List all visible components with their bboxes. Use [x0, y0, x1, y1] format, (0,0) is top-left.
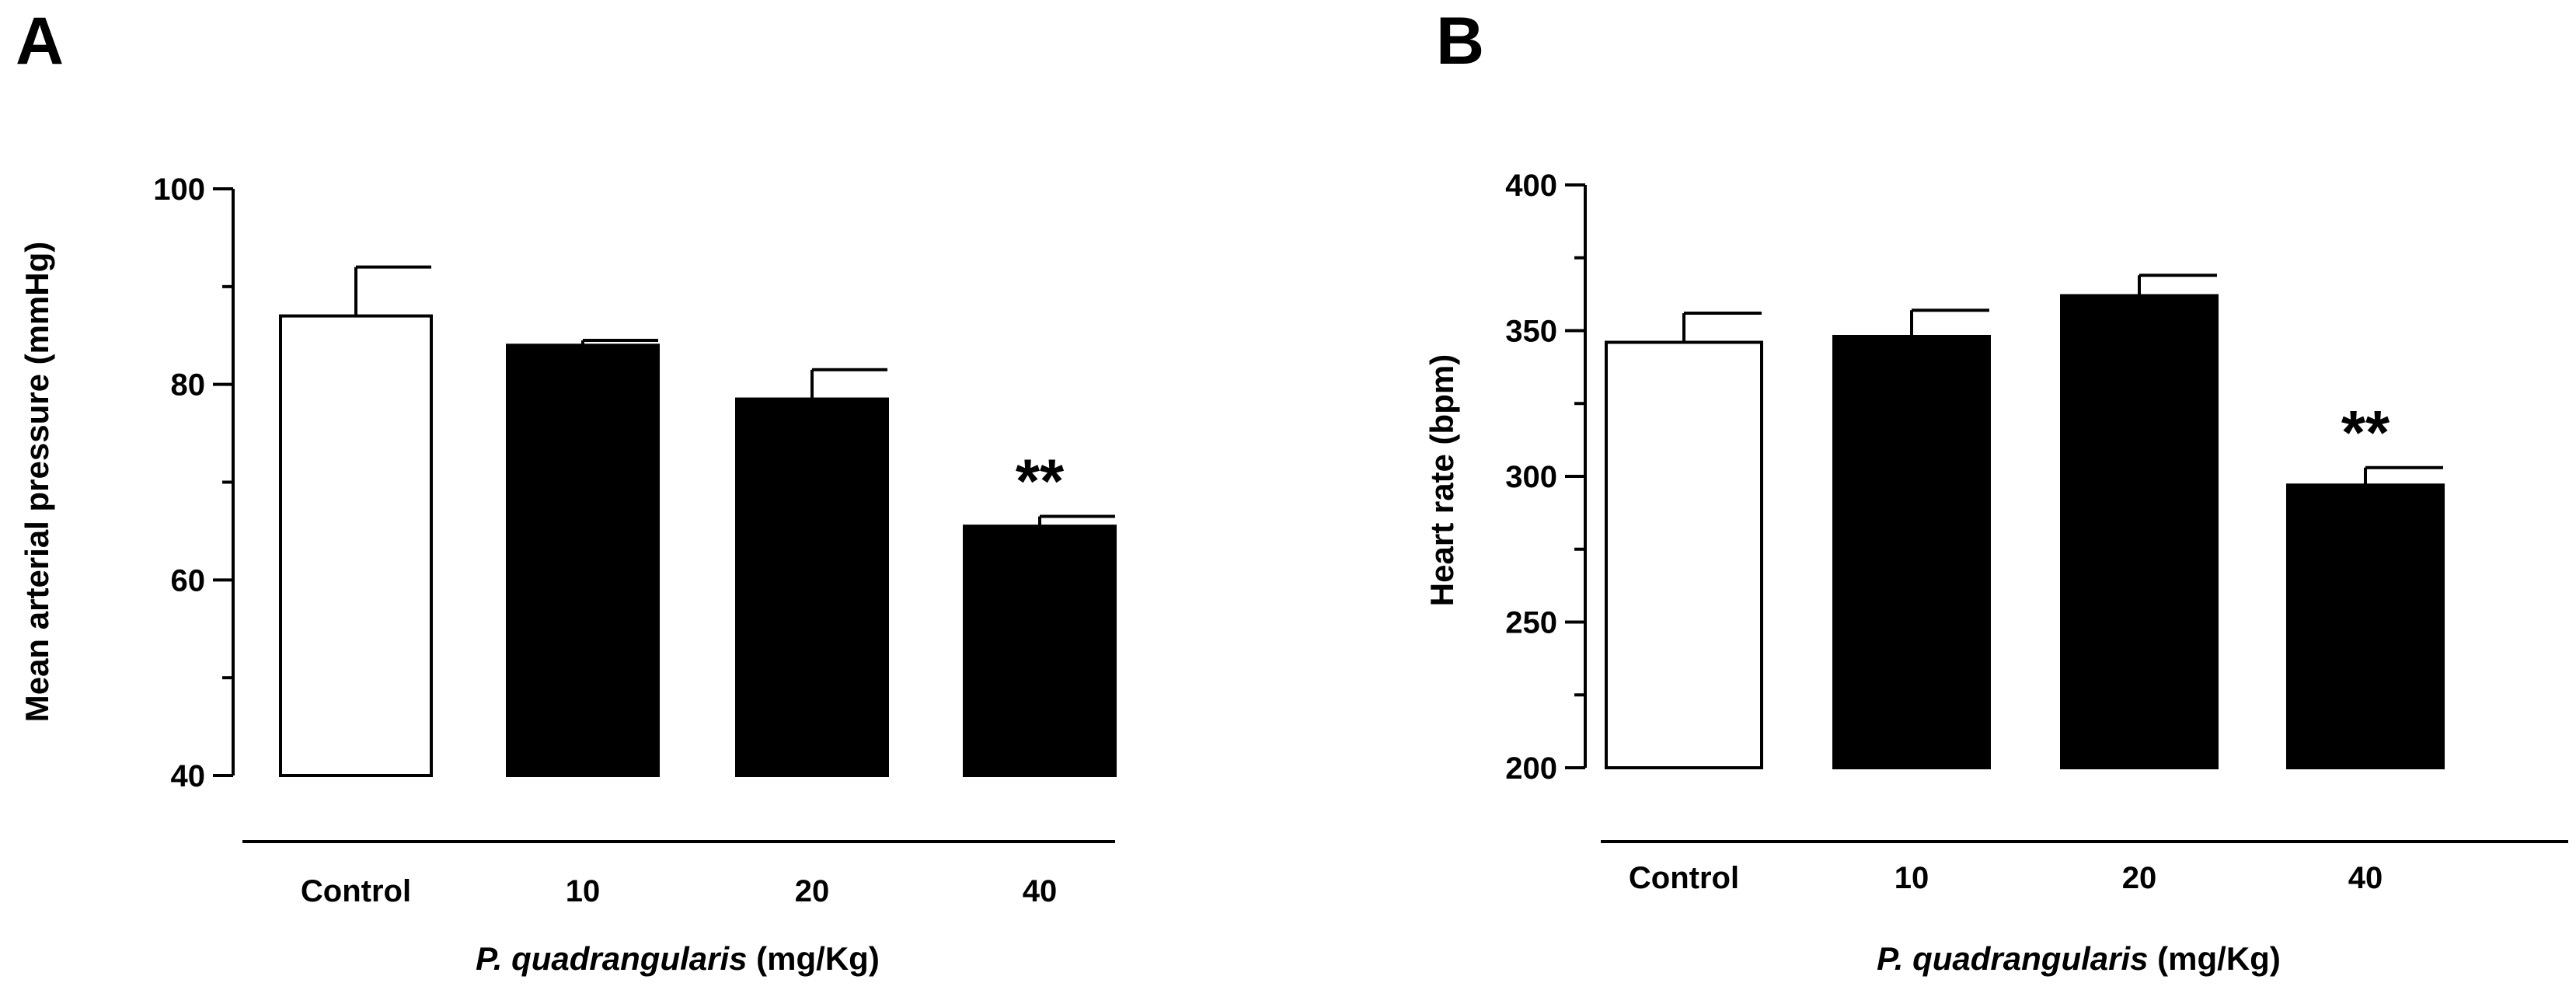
x-axis-title-unit: (mg/Kg): [2149, 940, 2281, 977]
bar-10: [1832, 335, 1991, 769]
bar-40: [2286, 483, 2445, 769]
y-tick-label: 100: [153, 173, 205, 207]
x-category-label: Control: [1629, 861, 1739, 895]
x-category-label: 40: [2348, 861, 2383, 895]
y-tick-label: 200: [1505, 751, 1557, 786]
x-category-label: 10: [1895, 861, 1929, 895]
y-axis-title: Heart rate (bpm): [1424, 354, 1460, 606]
y-tick-label: 60: [171, 563, 206, 598]
significance-label: **: [2341, 398, 2390, 467]
x-axis-title: P. quadrangularis (mg/Kg): [1877, 940, 2281, 977]
x-category-label: 20: [795, 874, 830, 908]
y-tick-label: 400: [1505, 169, 1557, 203]
bar-20: [2060, 294, 2219, 769]
bar-control: [279, 314, 433, 778]
y-tick-label: 300: [1505, 460, 1557, 494]
x-axis-title: P. quadrangularis (mg/Kg): [476, 940, 880, 977]
x-axis-title-species: P. quadrangularis: [476, 940, 747, 977]
significance-label: **: [1016, 447, 1065, 516]
panel-letter: B: [1436, 4, 1484, 78]
x-category-label: Control: [301, 874, 411, 908]
x-axis-title-unit: (mg/Kg): [748, 940, 880, 977]
panel-letter: A: [16, 4, 64, 78]
bar-40: [963, 525, 1117, 777]
x-category-label: 10: [566, 874, 601, 908]
x-category-label: 40: [1023, 874, 1058, 908]
bar-20: [735, 397, 889, 778]
y-tick-label: 80: [171, 368, 206, 403]
y-axis-title: Mean arterial pressure (mmHg): [19, 242, 55, 723]
x-category-label: 20: [2122, 861, 2157, 895]
y-tick-label: 350: [1505, 315, 1557, 349]
bar-control: [1605, 340, 1763, 769]
bar-10: [506, 343, 660, 778]
panel-a: A 40 60 80 100 Mean arterial pressure (mmHg) C…: [16, 4, 1117, 977]
panel-b: B 200 250 300 350 400 Heart rate (bpm) Control 1…: [1424, 4, 2568, 977]
y-tick-label: 40: [171, 759, 206, 793]
x-axis-title-species: P. quadrangularis: [1877, 940, 2148, 977]
y-tick-label: 250: [1505, 606, 1557, 640]
